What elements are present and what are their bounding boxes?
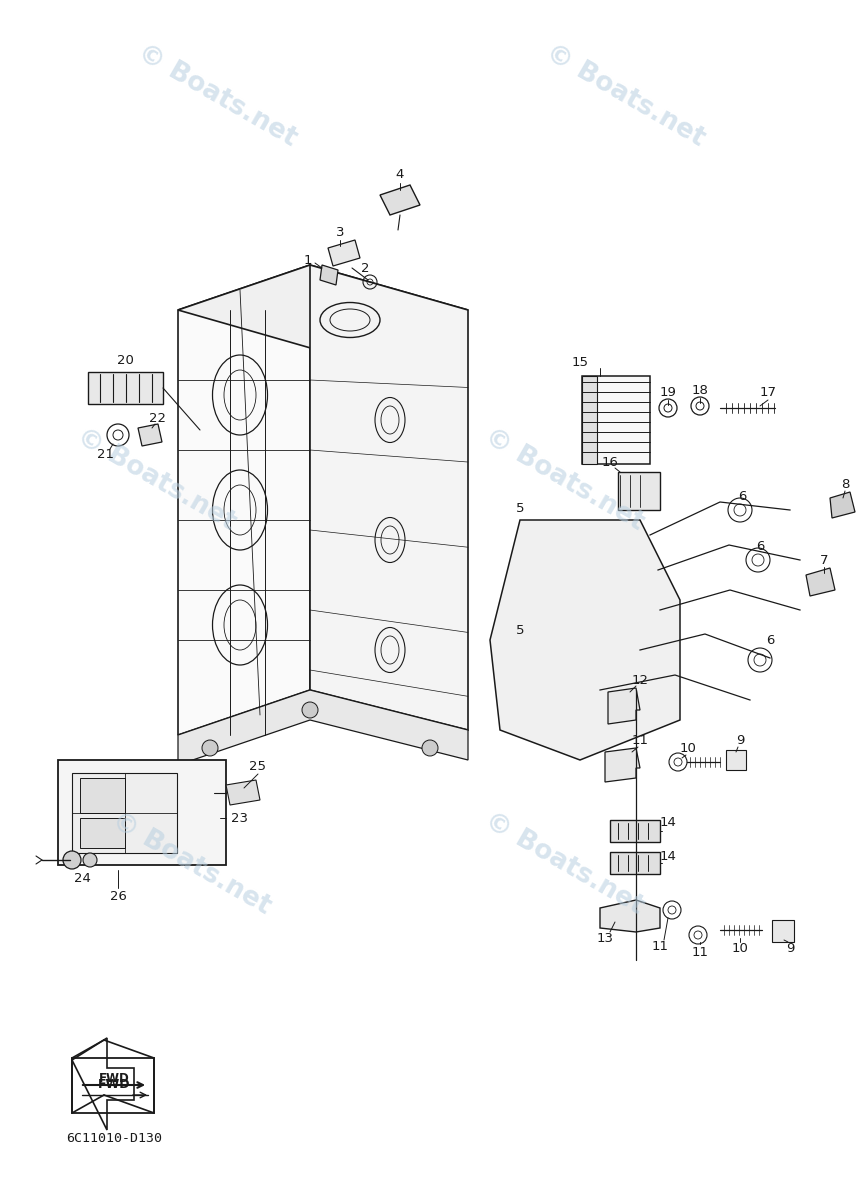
Polygon shape [178, 690, 468, 766]
Text: 5: 5 [516, 502, 524, 515]
Polygon shape [380, 185, 420, 215]
Text: 26: 26 [109, 889, 127, 902]
Bar [80, 818, 125, 848]
Text: 15: 15 [571, 355, 589, 368]
Text: 12: 12 [632, 673, 648, 686]
Bar [582, 376, 650, 464]
Bar [726, 750, 746, 770]
Bar [72, 773, 177, 853]
Polygon shape [178, 265, 468, 355]
Text: FWD: FWD [99, 1072, 129, 1085]
Text: © Boats.net: © Boats.net [107, 808, 275, 920]
Text: 13: 13 [596, 931, 614, 944]
Circle shape [202, 740, 218, 756]
Polygon shape [490, 520, 680, 760]
Polygon shape [310, 265, 468, 730]
Polygon shape [138, 424, 162, 446]
Text: 11: 11 [692, 946, 708, 959]
Text: 10: 10 [732, 942, 748, 954]
Circle shape [422, 740, 438, 756]
Text: 23: 23 [232, 811, 248, 824]
Bar [58, 760, 226, 865]
Text: 9: 9 [736, 733, 744, 746]
Text: 10: 10 [680, 742, 696, 755]
Text: 6: 6 [766, 634, 774, 647]
Bar [72, 1058, 154, 1114]
Polygon shape [600, 900, 660, 932]
Text: © Boats.net: © Boats.net [480, 808, 648, 920]
Bar [610, 852, 660, 874]
Bar [772, 920, 794, 942]
Text: 19: 19 [660, 385, 676, 398]
Text: 24: 24 [74, 871, 90, 884]
Text: 14: 14 [660, 850, 676, 863]
Circle shape [83, 853, 97, 866]
Circle shape [302, 702, 318, 718]
Text: 8: 8 [841, 478, 849, 491]
Text: 18: 18 [692, 384, 708, 396]
Text: 2: 2 [361, 262, 369, 275]
Text: © Boats.net: © Boats.net [541, 40, 709, 152]
Polygon shape [830, 492, 855, 518]
Bar [80, 778, 125, 814]
Polygon shape [806, 568, 835, 596]
Circle shape [63, 851, 81, 869]
Bar [618, 472, 660, 510]
Polygon shape [226, 780, 260, 805]
Text: 5: 5 [516, 624, 524, 636]
Text: 4: 4 [396, 168, 404, 181]
Text: 6: 6 [756, 540, 764, 552]
Text: 11: 11 [652, 940, 668, 953]
Text: 20: 20 [116, 354, 134, 366]
Polygon shape [328, 240, 360, 266]
Bar [88, 372, 163, 404]
Text: 16: 16 [602, 456, 618, 468]
Text: 6: 6 [738, 490, 746, 503]
Text: © Boats.net: © Boats.net [133, 40, 301, 152]
Polygon shape [605, 748, 640, 782]
Text: 7: 7 [819, 553, 828, 566]
Text: 1: 1 [304, 253, 312, 266]
Text: 3: 3 [336, 227, 345, 240]
Text: 17: 17 [760, 385, 777, 398]
Text: 21: 21 [96, 449, 114, 462]
Bar [610, 820, 660, 842]
Polygon shape [320, 265, 338, 284]
Text: 25: 25 [249, 760, 266, 773]
Text: 9: 9 [786, 942, 794, 954]
Text: 11: 11 [632, 733, 648, 746]
Text: 14: 14 [660, 816, 676, 828]
Polygon shape [608, 688, 640, 724]
Polygon shape [178, 265, 310, 734]
Text: FWD: FWD [98, 1079, 130, 1092]
Text: 22: 22 [149, 412, 167, 425]
Bar [582, 376, 597, 464]
Text: 6C11010-D130: 6C11010-D130 [66, 1132, 162, 1145]
Text: © Boats.net: © Boats.net [480, 424, 648, 536]
Text: © Boats.net: © Boats.net [72, 424, 240, 536]
